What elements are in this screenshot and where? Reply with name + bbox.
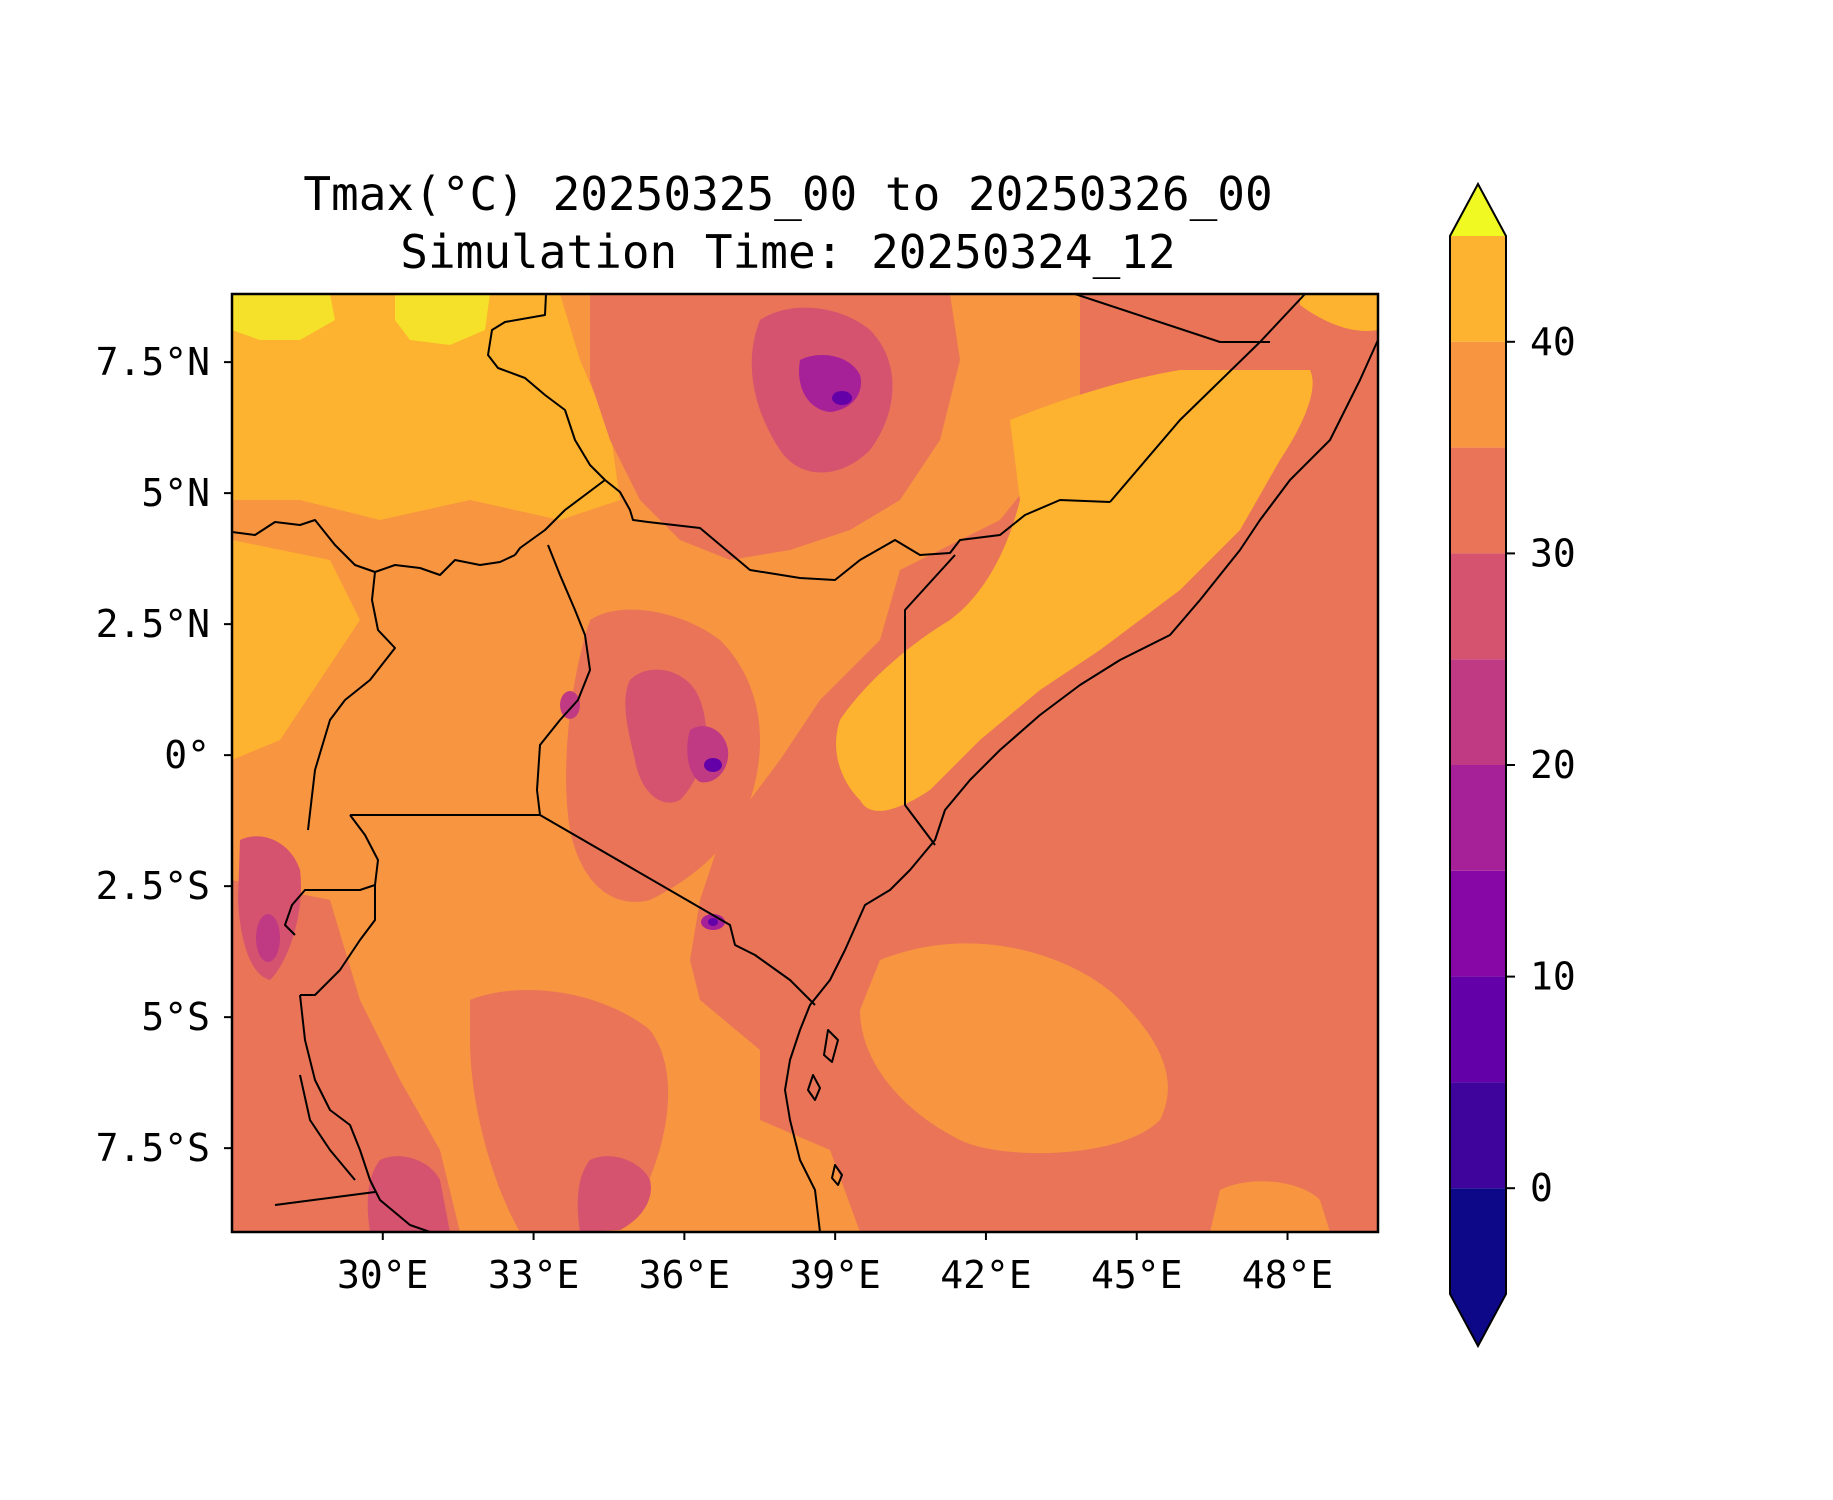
x-tick-label: 48°E [1242, 1253, 1334, 1297]
region-5-10-kilimanjaro [708, 918, 718, 926]
colorbar-segment [1450, 977, 1506, 1083]
colorbar-under-extension [1450, 1294, 1506, 1346]
colorbar-tick-label: 40 [1530, 320, 1576, 364]
colorbar-tick-label: 0 [1530, 1166, 1553, 1210]
colorbar-segment [1450, 236, 1506, 342]
colorbar-segment [1450, 659, 1506, 765]
y-tick-label: 2.5°N [96, 602, 210, 646]
y-tick-label: 2.5°S [96, 864, 210, 908]
x-tick-label: 33°E [488, 1253, 580, 1297]
colorbar-segment [1450, 1082, 1506, 1188]
colorbar-over-extension [1450, 184, 1506, 236]
y-tick-label: 5°N [141, 471, 210, 515]
colorbar-segment [1450, 342, 1506, 448]
plot-title-line1: Tmax(°C) 20250325_00 to 20250326_00 [303, 167, 1272, 221]
y-axis: 7.5°N 5°N 2.5°N 0° 2.5°S 5°S 7.5°S [96, 340, 232, 1170]
colorbar-segment [1450, 1188, 1506, 1294]
y-tick-label: 7.5°N [96, 340, 210, 384]
y-tick-label: 5°S [141, 995, 210, 1039]
colorbar-segment [1450, 553, 1506, 659]
x-tick-label: 45°E [1091, 1253, 1183, 1297]
x-axis: 30°E 33°E 36°E 39°E 42°E 45°E 48°E [337, 1232, 1333, 1297]
x-tick-label: 42°E [940, 1253, 1032, 1297]
x-tick-label: 39°E [789, 1253, 881, 1297]
colorbar-tick-label: 10 [1530, 955, 1576, 999]
colorbar-segment [1450, 871, 1506, 977]
colorbar-segment [1450, 448, 1506, 554]
region-15-20-rwenzori [560, 691, 580, 719]
colorbar: 0 10 20 30 40 [1450, 184, 1576, 1346]
colorbar-tick-label: 30 [1530, 531, 1576, 575]
colorbar-segment [1450, 765, 1506, 871]
plot-title-line2: Simulation Time: 20250324_12 [400, 225, 1175, 279]
y-tick-label: 7.5°S [96, 1126, 210, 1170]
x-tick-label: 30°E [337, 1253, 429, 1297]
y-tick-label: 0° [164, 733, 210, 777]
colorbar-tick-label: 20 [1530, 743, 1576, 787]
region-15-20-west [256, 914, 280, 962]
region-5-10-mt-kenya [704, 758, 722, 772]
x-tick-label: 36°E [639, 1253, 731, 1297]
map-panel [232, 294, 1378, 1232]
region-5-10-ethiopia-peak [832, 391, 852, 405]
